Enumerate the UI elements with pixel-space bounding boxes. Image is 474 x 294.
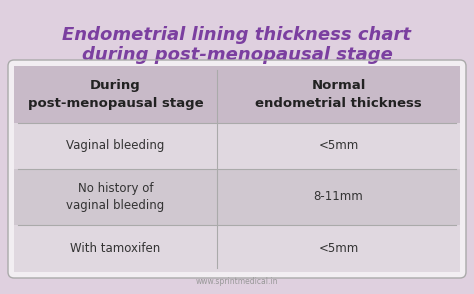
Text: www.sprintmedical.in: www.sprintmedical.in	[196, 277, 278, 286]
Text: During
post-menopausal stage: During post-menopausal stage	[27, 79, 203, 110]
Bar	[14, 66, 217, 123]
Bar	[14, 123, 217, 169]
FancyBboxPatch shape	[8, 60, 466, 278]
Bar	[217, 123, 460, 169]
Text: Vaginal bleeding: Vaginal bleeding	[66, 139, 164, 152]
Text: Endometrial lining thickness chart: Endometrial lining thickness chart	[63, 26, 411, 44]
Bar	[14, 169, 217, 225]
Bar	[217, 66, 460, 123]
Bar	[217, 225, 460, 272]
Text: Normal
endometrial thickness: Normal endometrial thickness	[255, 79, 422, 110]
Text: With tamoxifen: With tamoxifen	[70, 242, 161, 255]
Text: No history of
vaginal bleeding: No history of vaginal bleeding	[66, 182, 164, 212]
Text: <5mm: <5mm	[319, 242, 359, 255]
Text: <5mm: <5mm	[319, 139, 359, 152]
Text: during post-menopausal stage: during post-menopausal stage	[82, 46, 392, 64]
Bar	[217, 169, 460, 225]
Bar	[14, 225, 217, 272]
Text: 8-11mm: 8-11mm	[314, 190, 364, 203]
